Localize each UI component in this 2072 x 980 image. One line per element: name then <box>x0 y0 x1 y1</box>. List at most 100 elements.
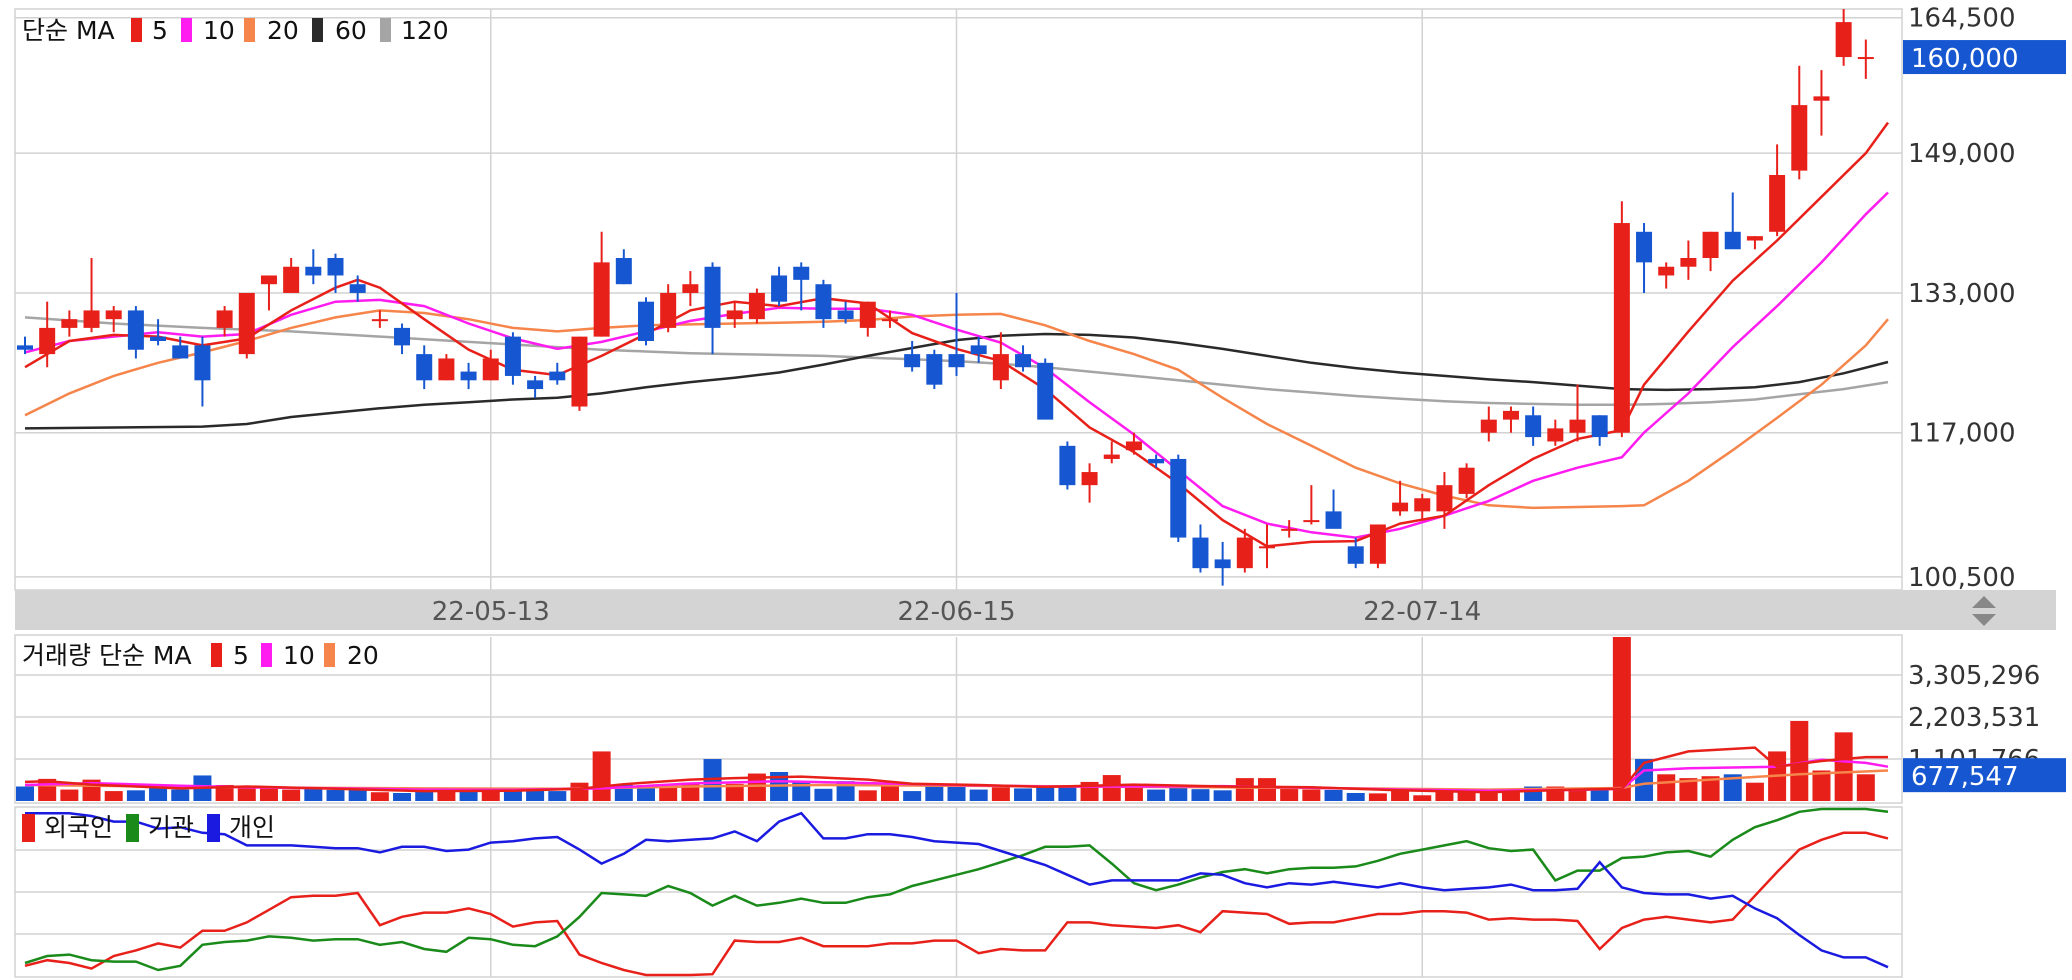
candle-body <box>1259 546 1275 549</box>
current-volume-tag <box>1903 758 2066 793</box>
volume-bar-41 <box>925 784 944 801</box>
candle-body <box>793 266 810 280</box>
candle-body <box>1769 175 1786 232</box>
candle-4 <box>105 306 122 333</box>
candle-body <box>150 336 167 341</box>
candle-54 <box>1214 541 1231 586</box>
candle-body <box>660 292 677 328</box>
volume-bar-78 <box>1745 782 1764 801</box>
volume-bar-16 <box>370 792 389 801</box>
candle-body <box>1680 258 1697 267</box>
volume-legend-swatch-10 <box>261 643 272 667</box>
volume-bar-25 <box>570 782 589 801</box>
candle-body <box>1857 57 1874 60</box>
volume-bar-15 <box>348 788 367 801</box>
volume-tick-label-0: 3,305,296 <box>1908 661 2040 691</box>
panel-resize-handle[interactable] <box>1972 596 1996 626</box>
candle-22 <box>504 332 521 385</box>
candle-10 <box>238 292 255 359</box>
volume-bar-18 <box>415 791 434 801</box>
candle-body <box>1281 528 1298 531</box>
volume-bar-81 <box>1812 770 1831 801</box>
current-price-label: 160,000 <box>1911 44 2019 74</box>
volume-bar-49 <box>1102 775 1121 801</box>
candle-15 <box>349 275 366 302</box>
volume-bar-28 <box>637 786 655 801</box>
candle-body <box>815 284 832 320</box>
volume-bar-63 <box>1413 795 1432 801</box>
volume-bar-19 <box>437 790 456 801</box>
current-volume-label: 677,547 <box>1911 762 2019 792</box>
candle-body <box>527 380 544 390</box>
candle-body <box>283 266 300 293</box>
date-tick-label-1: 22-06-15 <box>897 597 1015 627</box>
candle-body <box>238 292 255 355</box>
candle-body <box>1170 458 1187 538</box>
candle-body <box>615 258 632 285</box>
volume-bar-50 <box>1124 784 1143 801</box>
candle-9 <box>216 306 233 337</box>
candle-body <box>1502 410 1519 420</box>
resize-down-arrow-icon <box>1972 614 1996 626</box>
price-tick-label-2: 133,000 <box>1908 279 2016 309</box>
candle-26 <box>593 231 610 337</box>
volume-tick-label-1: 2,203,531 <box>1908 703 2040 733</box>
candle-body <box>460 371 477 381</box>
volume-bar-54 <box>1213 790 1232 801</box>
candle-body <box>1636 231 1653 263</box>
volume-bar-29 <box>659 785 678 801</box>
price-legend-label-20: 20 <box>267 16 299 45</box>
candle-body <box>970 345 987 355</box>
candle-20 <box>460 362 477 390</box>
candle-body <box>438 358 455 381</box>
volume-bar-56 <box>1258 778 1276 801</box>
price-tick-label-3: 117,000 <box>1908 419 2016 449</box>
candle-body <box>394 327 411 346</box>
candle-34 <box>771 266 788 307</box>
candle-body <box>1746 236 1763 241</box>
candle-45 <box>1015 345 1032 372</box>
candle-30 <box>682 271 699 307</box>
volume-legend-title: 거래량 단순 MA <box>22 641 192 670</box>
price-legend-title: 단순 MA <box>22 16 115 45</box>
volume-bar-43 <box>969 789 988 801</box>
candle-47 <box>1059 441 1076 490</box>
candle-55 <box>1236 528 1253 573</box>
candle-65 <box>1458 463 1475 499</box>
candle-76 <box>1702 231 1719 272</box>
volume-bar-2 <box>60 789 79 801</box>
volume-bar-21 <box>481 789 500 801</box>
candle-27 <box>615 249 632 285</box>
candle-43 <box>970 336 987 363</box>
volume-legend-label-10: 10 <box>283 641 315 670</box>
volume-bar-7 <box>171 789 190 801</box>
candle-21 <box>482 349 499 381</box>
candle-body <box>771 275 788 302</box>
volume-bar-62 <box>1391 789 1410 801</box>
date-band-background <box>15 590 2056 630</box>
volume-bar-24 <box>548 791 567 801</box>
date-tick-label-2: 22-07-14 <box>1363 597 1481 627</box>
candle-body <box>1480 419 1497 433</box>
candle-body <box>1347 546 1364 564</box>
candle-61 <box>1369 524 1386 569</box>
candle-28 <box>638 297 654 346</box>
volume-bar-57 <box>1280 786 1299 801</box>
candle-body <box>1303 520 1320 523</box>
candle-body <box>1702 231 1719 258</box>
candle-42 <box>948 292 965 376</box>
volume-bar-12 <box>282 789 301 801</box>
volume-bar-32 <box>725 783 744 801</box>
candle-75 <box>1680 240 1697 280</box>
candle-body <box>859 301 876 328</box>
candle-body <box>1591 415 1608 438</box>
candle-80 <box>1791 65 1808 180</box>
volume-bar-6 <box>149 787 168 801</box>
candle-body <box>416 354 433 381</box>
price-legend-label-5: 5 <box>152 16 168 45</box>
volume-bar-75 <box>1679 778 1698 801</box>
volume-bar-11 <box>259 788 278 801</box>
price-legend-label-120: 120 <box>401 16 449 45</box>
candle-74 <box>1658 262 1675 289</box>
